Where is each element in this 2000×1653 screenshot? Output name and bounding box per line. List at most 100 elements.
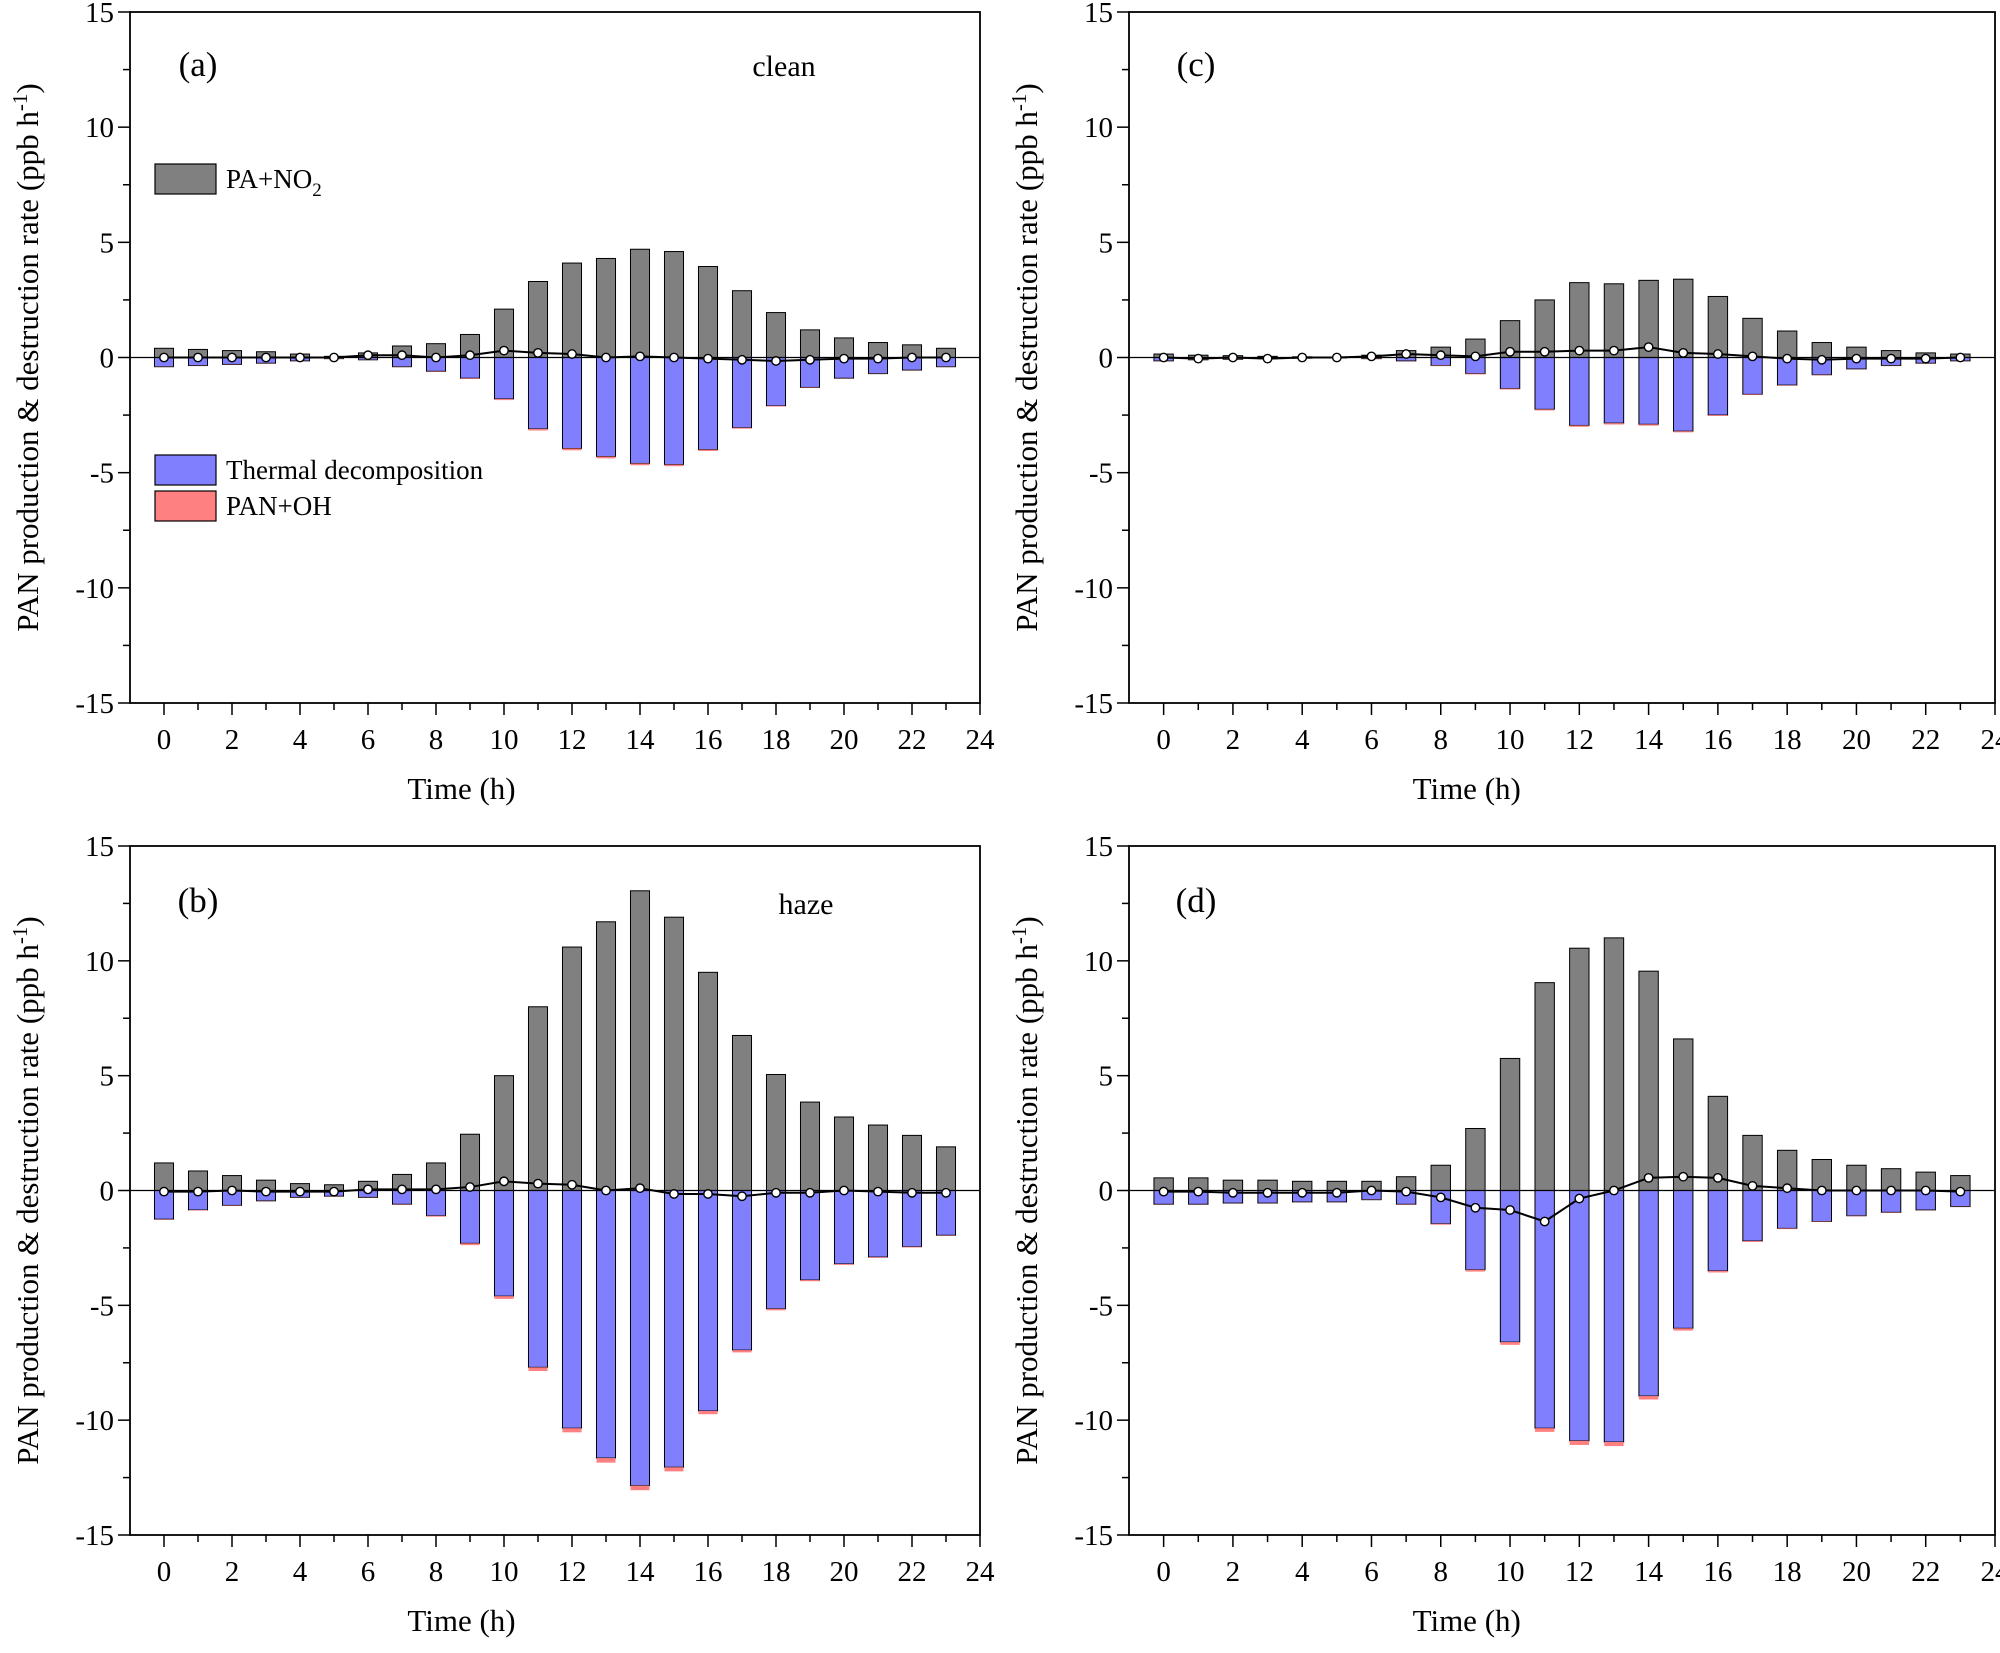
bar-production bbox=[1569, 947, 1590, 1191]
net-rate-point bbox=[1678, 347, 1689, 358]
x-tick-label: 16 bbox=[694, 1556, 723, 1588]
bar-pan-oh bbox=[1465, 1269, 1486, 1272]
x-tick-label: 8 bbox=[1434, 1556, 1449, 1588]
net-rate-point bbox=[1401, 1186, 1412, 1197]
net-rate-point bbox=[737, 354, 747, 365]
x-tick-label: 6 bbox=[361, 724, 376, 756]
y-tick-label: 5 bbox=[1099, 1061, 1114, 1093]
x-tick-label: 12 bbox=[1565, 1556, 1594, 1588]
bar-production bbox=[153, 1162, 175, 1191]
net-rate-point bbox=[1816, 1185, 1827, 1196]
net-rate-point bbox=[465, 350, 475, 361]
net-rate-point bbox=[295, 1186, 305, 1197]
bar-thermal-decomposition bbox=[1742, 357, 1763, 395]
bar-production bbox=[731, 290, 753, 359]
y-tick-label: 0 bbox=[1099, 343, 1114, 375]
net-rate-point bbox=[703, 1189, 713, 1199]
bar-pan-oh bbox=[1534, 1428, 1555, 1432]
bar-production bbox=[1638, 970, 1659, 1191]
x-axis-title: Time (h) bbox=[407, 771, 515, 806]
net-rate-point bbox=[329, 352, 339, 363]
x-tick-label: 14 bbox=[626, 1556, 656, 1588]
bar-thermal-decomposition bbox=[1673, 357, 1694, 432]
net-rate-point bbox=[295, 352, 305, 363]
y-tick-label: 10 bbox=[1084, 946, 1113, 978]
y-tick-label: 15 bbox=[85, 0, 114, 29]
net-rate-point bbox=[1574, 1193, 1585, 1204]
bar-thermal-decomposition bbox=[1707, 1190, 1729, 1272]
net-rate-point bbox=[329, 1186, 339, 1197]
net-rate-point bbox=[1574, 345, 1585, 356]
bar-pan-oh bbox=[494, 1296, 514, 1299]
bar-thermal-decomposition bbox=[1603, 1190, 1625, 1443]
net-rate-line bbox=[164, 1180, 946, 1198]
bar-thermal-decomposition bbox=[1776, 1190, 1798, 1229]
x-tick-label: 0 bbox=[1156, 724, 1171, 756]
net-rate-point bbox=[227, 352, 237, 363]
y-tick-label: 5 bbox=[100, 1061, 115, 1093]
net-rate-line bbox=[1163, 1175, 1961, 1223]
bar-pan-oh bbox=[528, 1367, 548, 1372]
x-tick-label: 16 bbox=[1703, 724, 1732, 756]
bar-thermal-decomposition bbox=[697, 1190, 719, 1412]
y-tick-label: 0 bbox=[100, 343, 115, 375]
bar-thermal-decomposition bbox=[1673, 1190, 1694, 1329]
x-tick-label: 0 bbox=[157, 1556, 172, 1588]
x-tick-label: 0 bbox=[1156, 1556, 1171, 1588]
y-axis-title: PAN production & destruction rate (ppb h… bbox=[8, 83, 45, 631]
bar-pan-oh bbox=[1673, 431, 1693, 433]
x-tick-label: 12 bbox=[558, 724, 587, 756]
bar-production bbox=[493, 1075, 515, 1191]
bar-thermal-decomposition bbox=[595, 1190, 617, 1459]
x-tick-label: 22 bbox=[898, 724, 927, 756]
net-rate-point bbox=[941, 352, 951, 363]
bar-production bbox=[1465, 1127, 1486, 1191]
y-tick-label: 15 bbox=[1084, 831, 1113, 863]
legend-thermal-swatch bbox=[154, 454, 217, 486]
net-rate-point bbox=[1297, 352, 1308, 363]
net-rate-point bbox=[1886, 353, 1896, 364]
bar-thermal-decomposition bbox=[527, 357, 549, 430]
net-rate-point bbox=[1228, 352, 1238, 363]
net-rate-point bbox=[499, 345, 509, 356]
net-rate-point bbox=[1262, 1187, 1273, 1198]
net-rate-point bbox=[1782, 1183, 1793, 1194]
bar-pan-oh bbox=[766, 405, 786, 407]
bar-pan-oh bbox=[1431, 1223, 1451, 1225]
net-rate-point bbox=[1886, 1185, 1896, 1196]
legend-pan-oh-label: PAN+OH bbox=[226, 491, 332, 521]
y-axis-title: PAN production & destruction rate (ppb h… bbox=[8, 916, 45, 1464]
bar-thermal-decomposition bbox=[561, 1190, 583, 1429]
x-tick-label: 4 bbox=[293, 1556, 308, 1588]
bar-pan-oh bbox=[1777, 1228, 1797, 1230]
bar-pan-oh bbox=[1500, 1342, 1520, 1345]
bar-production bbox=[527, 1006, 549, 1191]
bar-thermal-decomposition bbox=[629, 357, 651, 464]
bar-pan-oh bbox=[664, 1467, 684, 1472]
bar-production bbox=[595, 921, 617, 1191]
net-rate-point bbox=[1955, 352, 1966, 363]
x-tick-label: 6 bbox=[1364, 1556, 1379, 1588]
bar-production bbox=[459, 1133, 481, 1192]
net-rate-point bbox=[397, 1184, 407, 1195]
net-rate-point bbox=[1228, 1187, 1238, 1198]
bar-production bbox=[833, 1116, 855, 1192]
bar-production bbox=[901, 1134, 923, 1192]
legend-production-swatch bbox=[154, 163, 217, 195]
x-tick-label: 2 bbox=[1226, 1556, 1241, 1588]
net-rate-point bbox=[363, 1184, 373, 1195]
y-tick-label: -15 bbox=[75, 1520, 114, 1552]
bar-thermal-decomposition bbox=[425, 1190, 447, 1217]
net-rate-point bbox=[1193, 1186, 1204, 1197]
bar-production bbox=[595, 257, 617, 358]
bar-pan-oh bbox=[732, 1350, 752, 1353]
bar-thermal-decomposition bbox=[799, 1190, 821, 1281]
y-tick-label: -10 bbox=[75, 1405, 114, 1437]
net-rate-point bbox=[1331, 1187, 1342, 1198]
net-rate-point bbox=[839, 353, 849, 364]
x-tick-label: 12 bbox=[558, 1556, 587, 1588]
net-rate-point bbox=[1158, 352, 1169, 363]
bar-production bbox=[663, 916, 685, 1191]
net-rate-point bbox=[907, 1187, 917, 1198]
